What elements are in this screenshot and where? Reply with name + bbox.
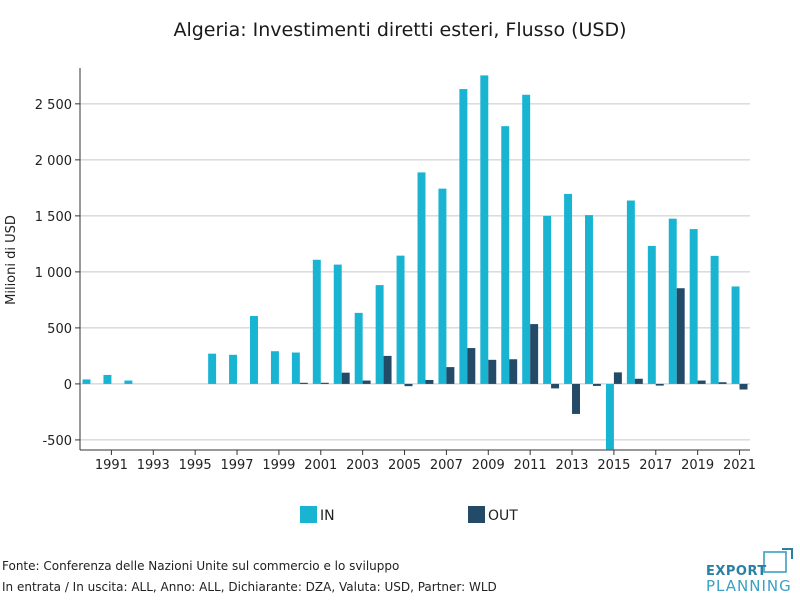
- x-tick-label: 2009: [472, 458, 505, 473]
- bar-in-2002: [333, 264, 342, 384]
- bar-out-2017: [655, 383, 664, 386]
- bar-in-2009: [480, 75, 489, 384]
- bar-in-2004: [375, 285, 384, 384]
- logo-bracket-icon: [763, 548, 793, 573]
- bar-in-2010: [501, 126, 510, 384]
- bar-in-1992: [124, 380, 133, 384]
- x-tick-label: 1999: [262, 458, 295, 473]
- y-tick-label: 2 500: [35, 98, 72, 113]
- y-tick-label: 2 000: [35, 154, 72, 169]
- y-tick-label: 0: [64, 378, 72, 393]
- bar-out-2018: [676, 288, 685, 384]
- x-tick-label: 2003: [346, 458, 379, 473]
- bar-in-2003: [354, 312, 363, 384]
- y-tick-label: 1 500: [35, 210, 72, 225]
- axes: [75, 68, 750, 455]
- x-tick-label: 2007: [430, 458, 463, 473]
- tick-labels: -500 0 500 1 000 1 500 2 000 2 500 1991 1993 1995…: [35, 98, 756, 473]
- bar-out-2004: [383, 355, 392, 384]
- bar-out-2008: [467, 348, 476, 384]
- bar-out-2001: [320, 382, 329, 384]
- y-axis-label: Milioni di USD: [4, 215, 19, 305]
- bar-out-2019: [697, 380, 706, 384]
- bar-out-2010: [509, 359, 518, 384]
- bar-in-2011: [522, 94, 531, 384]
- bar-in-2007: [438, 188, 447, 384]
- x-tick-label: 1995: [179, 458, 212, 473]
- bar-in-2018: [668, 218, 677, 384]
- bar-in-1996: [208, 353, 217, 384]
- bar-out-2000: [299, 382, 308, 384]
- bar-in-2020: [710, 255, 719, 384]
- bar-in-2001: [312, 259, 321, 384]
- bar-in-2012: [543, 215, 552, 384]
- source-note: Fonte: Conferenza delle Nazioni Unite su…: [2, 559, 400, 573]
- x-tick-label: 2011: [514, 458, 547, 473]
- x-tick-label: 2019: [681, 458, 714, 473]
- y-tick-label: 1 000: [35, 266, 72, 281]
- x-tick-label: 2017: [639, 458, 672, 473]
- legend-swatch-in: [300, 506, 317, 523]
- bar-in-2006: [417, 172, 426, 384]
- bar-out-2013: [572, 383, 580, 414]
- bar-out-2012: [551, 383, 560, 389]
- grid-lines: [80, 103, 750, 441]
- y-tick-label: -500: [42, 434, 72, 449]
- bar-in-1997: [229, 354, 238, 384]
- bar-in-2017: [647, 245, 656, 384]
- filter-note: In entrata / In uscita: ALL, Anno: ALL, …: [2, 580, 497, 594]
- bars: [82, 75, 748, 450]
- bar-in-1991: [103, 374, 112, 384]
- bar-out-2007: [446, 367, 455, 384]
- logo-text-export: EXPORT: [706, 564, 767, 579]
- x-tick-label: 2001: [304, 458, 337, 473]
- x-tick-label: 2005: [388, 458, 421, 473]
- x-tick-label: 1993: [137, 458, 170, 473]
- bar-out-2006: [425, 379, 434, 384]
- bar-in-2015: [605, 383, 614, 450]
- bar-in-2021: [731, 286, 740, 384]
- bar-out-2002: [341, 372, 350, 384]
- bar-in-2000: [291, 352, 300, 384]
- legend: IN OUT: [300, 506, 518, 524]
- bar-out-2016: [634, 378, 643, 384]
- bar-in-1998: [250, 316, 258, 384]
- bar-in-2005: [396, 255, 405, 384]
- footer: Fonte: Conferenza delle Nazioni Unite su…: [2, 556, 497, 598]
- bar-out-2011: [530, 324, 539, 384]
- logo-text-planning: PLANNING: [706, 577, 792, 595]
- x-tick-label: 1991: [95, 458, 128, 473]
- legend-label-in: IN: [320, 508, 335, 524]
- bar-in-1990: [82, 379, 91, 384]
- legend-label-out: OUT: [488, 508, 518, 524]
- x-tick-label: 2015: [597, 458, 630, 473]
- bar-in-2008: [459, 89, 468, 384]
- bar-in-2019: [689, 229, 698, 384]
- bar-out-2021: [739, 383, 748, 390]
- bar-out-2015: [613, 372, 622, 384]
- export-planning-logo: EXPORT PLANNING: [704, 546, 796, 595]
- x-tick-label: 1997: [220, 458, 253, 473]
- chart-title: Algeria: Investimenti diretti esteri, Fl…: [173, 19, 627, 41]
- legend-swatch-out: [468, 506, 485, 523]
- x-tick-label: 2021: [723, 458, 756, 473]
- bar-in-2013: [564, 193, 573, 384]
- y-tick-label: 500: [47, 322, 72, 337]
- bar-out-2014: [592, 383, 601, 386]
- bar-out-2009: [488, 359, 497, 384]
- bar-in-1999: [270, 351, 279, 384]
- bar-in-2016: [626, 200, 635, 384]
- bar-out-2005: [404, 383, 413, 387]
- bar-in-2014: [585, 215, 593, 384]
- bar-out-2020: [718, 382, 727, 384]
- bar-out-2003: [362, 380, 371, 384]
- x-tick-label: 2013: [555, 458, 588, 473]
